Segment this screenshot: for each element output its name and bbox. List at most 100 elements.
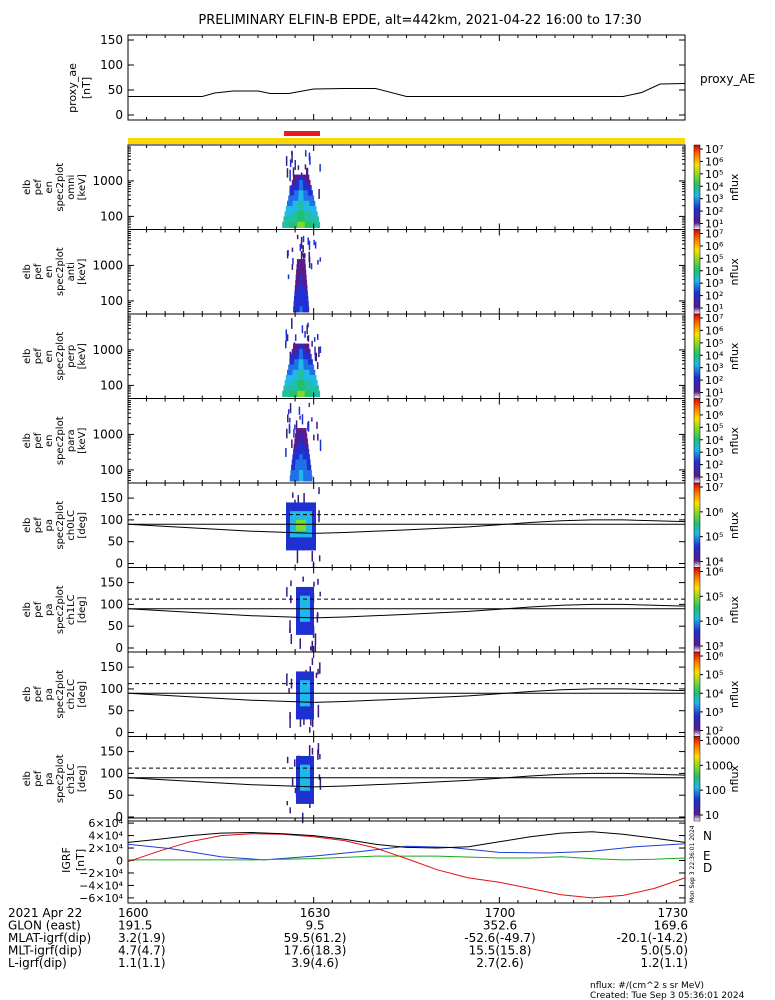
spectrogram-cell bbox=[287, 369, 293, 377]
y-tick-label: 0 bbox=[115, 726, 123, 740]
spectrogram-cell bbox=[302, 290, 306, 297]
spectrogram-cell bbox=[294, 285, 298, 292]
proxy-ae-series-label: proxy_AE bbox=[700, 72, 755, 86]
y-tick-label: 4×10⁴ bbox=[88, 830, 123, 843]
colorbar bbox=[693, 482, 701, 568]
ephemeris-table: 2021 Apr 22 1600 1630 1700 1730 GLON (east) 19… bbox=[8, 906, 688, 970]
spectrogram-cell bbox=[299, 295, 303, 302]
spectrogram-cell bbox=[293, 343, 297, 350]
y-tick-label: 100 bbox=[100, 294, 123, 308]
spectrogram-cell bbox=[305, 343, 310, 350]
spectrogram-cell bbox=[295, 179, 300, 187]
spectrogram-cell bbox=[304, 216, 312, 223]
colorbar bbox=[693, 398, 701, 484]
spectrogram-cell bbox=[307, 420, 310, 432]
spectrogram-cell bbox=[304, 253, 306, 259]
panel-ylabel-line: spec2plot bbox=[55, 670, 66, 719]
spectrogram-cell bbox=[301, 259, 304, 266]
spectrogram-cell bbox=[319, 346, 322, 353]
spectrogram-cell bbox=[295, 433, 298, 440]
y-tick-label: 100 bbox=[100, 463, 123, 477]
colorbar-tick-label: 10⁴ bbox=[705, 556, 724, 569]
colorbar-tick-label: 10000 bbox=[705, 735, 740, 748]
ephemeris-cell: -20.1(-14.2) bbox=[617, 931, 688, 945]
spectrogram-cell bbox=[288, 195, 294, 202]
spectrogram-cell bbox=[288, 423, 291, 434]
panel-ylabel-line: elb bbox=[22, 771, 33, 786]
colorbar-tick-label: 10⁴ bbox=[705, 615, 724, 628]
spectrogram-cell bbox=[289, 190, 295, 197]
pitch-panel-ch3LC: 0 50 100 150 elb pef pa spec2plot ch3LC [deg] 10 10… bbox=[22, 735, 741, 825]
spectrogram-cell bbox=[293, 759, 296, 767]
spectrogram-cell bbox=[296, 443, 300, 451]
spectrogram-cell bbox=[291, 179, 296, 187]
spectrogram-cell bbox=[293, 195, 299, 202]
spectrogram-cell bbox=[295, 454, 300, 461]
spectrogram-cell bbox=[302, 285, 306, 292]
colorbar-tick-label: 10³ bbox=[705, 277, 723, 290]
panel-ylabel-line: pa bbox=[44, 773, 55, 785]
spectrogram-cell bbox=[284, 380, 292, 387]
ephemeris-cell: 5.0(5.0) bbox=[640, 944, 688, 958]
ephemeris-cell: 1600 bbox=[118, 906, 149, 920]
spectrogram-cell bbox=[285, 375, 293, 382]
spectrogram-cell bbox=[299, 454, 304, 461]
y-tick-label: 50 bbox=[108, 83, 123, 97]
y-tick-label: 100 bbox=[100, 209, 123, 223]
page-title: PRELIMINARY ELFIN-B EPDE, alt=442km, 202… bbox=[198, 13, 641, 28]
panel-ylabel-line: [keV] bbox=[77, 428, 88, 454]
spectrogram-cell bbox=[299, 174, 303, 181]
spectrogram-cell bbox=[292, 454, 297, 461]
spectrogram-cell bbox=[300, 237, 303, 249]
spectrogram-cell bbox=[299, 459, 304, 466]
panel-ylabel-line: [keV] bbox=[77, 259, 88, 285]
spectrogram-cell bbox=[303, 359, 309, 366]
spectrogram-cell bbox=[291, 777, 294, 786]
y-tick-label: −2×10⁴ bbox=[79, 867, 123, 880]
spectrogram-cell bbox=[307, 354, 312, 361]
spectrogram-cell bbox=[295, 420, 298, 432]
spectrogram-cell bbox=[292, 492, 294, 498]
spectrogram-cell bbox=[298, 190, 304, 197]
ephemeris-row-label: MLAT-igrf(dip) bbox=[8, 931, 91, 945]
colorbar-tick-label: 10⁴ bbox=[705, 180, 724, 193]
panel-ylabel-line: elb bbox=[22, 433, 33, 448]
panel-ylabel-line: ch2LC bbox=[66, 679, 77, 710]
spectrogram-cell bbox=[289, 403, 292, 414]
units-note: nflux: #/(cm^2 s sr MeV) bbox=[590, 981, 704, 991]
spectrogram-cell bbox=[316, 334, 319, 340]
colorbar bbox=[693, 567, 701, 653]
colorbar-tick-label: 10⁶ bbox=[705, 566, 724, 579]
spectrogram-cell bbox=[297, 428, 301, 435]
pitch-panel-ch1LC: 0 50 100 150 elb pef pa spec2plot ch1LC [deg] 10³ 1… bbox=[22, 566, 741, 656]
spectrogram-cell bbox=[303, 264, 306, 271]
spectrogram-cell bbox=[286, 334, 289, 342]
spectrogram-cell bbox=[312, 221, 321, 228]
spectrogram-cell bbox=[296, 343, 300, 350]
spectrogram-cell bbox=[305, 295, 309, 302]
spectrogram-cell bbox=[317, 743, 320, 755]
panel-frame bbox=[127, 398, 686, 484]
colorbar-label: nflux bbox=[728, 596, 741, 624]
panel-ylabel-line: en bbox=[44, 350, 55, 363]
panel-ylabel-line: elb bbox=[22, 349, 33, 364]
y-tick-label: 150 bbox=[100, 576, 123, 590]
spectrogram-cell bbox=[297, 280, 301, 287]
spectrogram-cell bbox=[305, 306, 310, 313]
spectrogram-cell bbox=[291, 464, 296, 471]
proxy-ae-frame bbox=[127, 34, 686, 121]
colorbar-tick-label: 10¹ bbox=[705, 471, 723, 484]
spectrogram-cell bbox=[283, 385, 291, 392]
spectrogram-cell bbox=[307, 469, 312, 477]
igrf-series-D bbox=[127, 833, 686, 899]
spectrogram-cell bbox=[304, 285, 308, 292]
ephemeris-cell: 191.5 bbox=[118, 919, 152, 933]
spectrogram-cell bbox=[285, 332, 288, 342]
colorbar-tick-label: 10⁵ bbox=[705, 168, 723, 181]
spectrogram-cell bbox=[305, 174, 310, 181]
spectrogram-cell bbox=[289, 475, 295, 482]
panel-ylabel-line: elb bbox=[22, 602, 33, 617]
spectrogram-cell bbox=[290, 580, 292, 587]
panel-ylabel-line: elb bbox=[22, 518, 33, 533]
